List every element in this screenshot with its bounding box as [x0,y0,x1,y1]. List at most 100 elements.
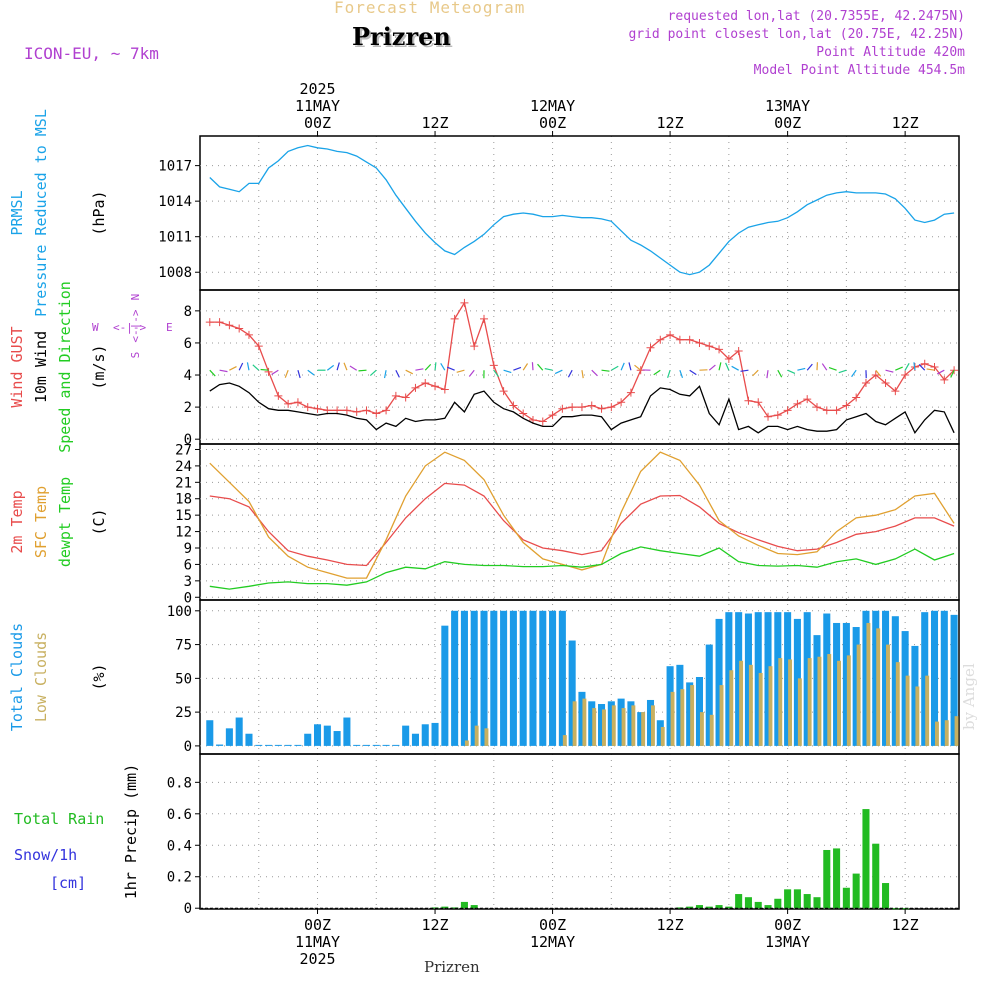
bar-total-clouds [558,610,566,746]
gust-marker [372,409,381,418]
unit-label: 1hr Precip (mm) [122,764,140,899]
series-line-wind-1 [209,382,955,435]
time-label-bottom: 00Z [774,916,801,934]
bar-total-clouds [431,722,439,746]
gust-marker [303,403,312,412]
bar-low-clouds [719,685,724,746]
gust-marker [382,406,391,415]
bar-low-clouds [944,720,949,746]
bar-low-clouds [915,686,920,746]
bar-total-clouds [607,701,615,746]
wind-direction-arrow [653,369,661,376]
wind-direction-arrow [895,366,903,371]
gust-marker [342,406,351,415]
gust-marker [538,417,547,426]
bar-total-clouds [274,744,282,746]
wind-direction-arrow [513,366,522,371]
wind-direction-arrow [229,366,237,371]
gust-marker [587,401,596,410]
side-label: [cm] [50,874,86,892]
y-tick-label: 3 [184,574,192,590]
bar-total-clouds [950,614,958,746]
gust-marker [685,335,694,344]
bar-total-clouds [441,625,449,746]
bar-total-clouds [940,610,948,746]
gust-marker [744,396,753,405]
wind-direction-arrow [740,369,749,372]
y-tick-label: 0 [184,590,192,606]
gust-marker [950,366,959,375]
bar-total-clouds [646,699,655,746]
bar-total-clouds [411,733,419,746]
bar-low-clouds [837,660,841,746]
time-label-bottom: 00Z [304,916,331,934]
model-label: ICON-EU, ~ 7km [24,44,159,63]
bar-total-clouds [862,610,870,746]
wind-direction-arrow [343,362,348,371]
bar-total-clouds [225,728,233,746]
time-label-top: 12Z [657,114,684,132]
gust-marker [470,342,479,351]
gust-marker [626,388,635,397]
bar-low-clouds [748,664,753,746]
bar-total-clouds [451,610,459,746]
gust-marker [695,338,704,347]
gust-marker [577,403,586,412]
wind-direction-arrow [456,369,465,373]
compass-s: S [129,352,142,359]
wind-direction-arrow [522,363,529,371]
bar-low-clouds [925,675,930,746]
bar-total-clouds [842,622,850,746]
y-tick-label: 24 [175,459,192,475]
bar-total-clouds [882,610,890,746]
y-tick-label: 0.4 [167,838,192,854]
forecast-title: Forecast Meteogram [334,0,526,17]
bar-low-clouds [846,655,851,746]
bar-rain [774,898,782,909]
time-label-bottom: 12Z [421,916,448,934]
bar-rain [735,894,743,909]
y-tick-label: 100 [167,604,192,620]
y-tick-label: 21 [175,475,192,491]
y-tick-label: 0 [184,901,192,917]
bar-total-clouds [480,610,488,746]
wind-direction-arrow [918,364,926,371]
gust-marker [244,330,253,339]
bar-total-clouds [549,610,557,746]
wind-direction-arrow [620,362,625,371]
grid-point-coords: grid point closest lon,lat (20.75E, 42.2… [628,27,965,42]
gust-marker [460,298,469,307]
bar-low-clouds [905,675,910,746]
gust-marker [675,335,684,344]
time-label-bottom: 00Z [539,916,566,934]
bar-total-clouds [470,610,478,746]
bar-total-clouds [304,733,312,746]
gust-marker [901,371,910,380]
bar-total-clouds [666,666,674,746]
time-label-top: 12MAY [530,97,575,115]
compass-w: W [92,321,99,334]
gust-marker [264,367,273,376]
wind-direction-arrow [468,369,475,377]
gust-marker [215,318,224,327]
wind-direction-arrow [567,369,573,378]
gust-marker [842,401,851,410]
wind-direction-arrow [209,369,216,377]
gust-marker [440,385,449,394]
wind-direction-arrow [440,363,446,371]
y-tick-label: 27 [175,442,192,458]
gust-marker [617,398,626,407]
bar-total-clouds [509,610,517,746]
wind-direction-arrow [926,368,935,371]
bar-low-clouds [660,726,665,746]
bar-total-clouds [852,627,860,746]
wind-direction-arrow [787,369,796,375]
bar-rain [823,849,831,909]
side-label: Total Rain [14,810,104,828]
bar-total-clouds [490,610,498,746]
side-label: Total Clouds [8,623,26,731]
bar-total-clouds [421,724,429,746]
wind-direction-arrow [369,369,377,377]
gust-marker [362,406,371,415]
